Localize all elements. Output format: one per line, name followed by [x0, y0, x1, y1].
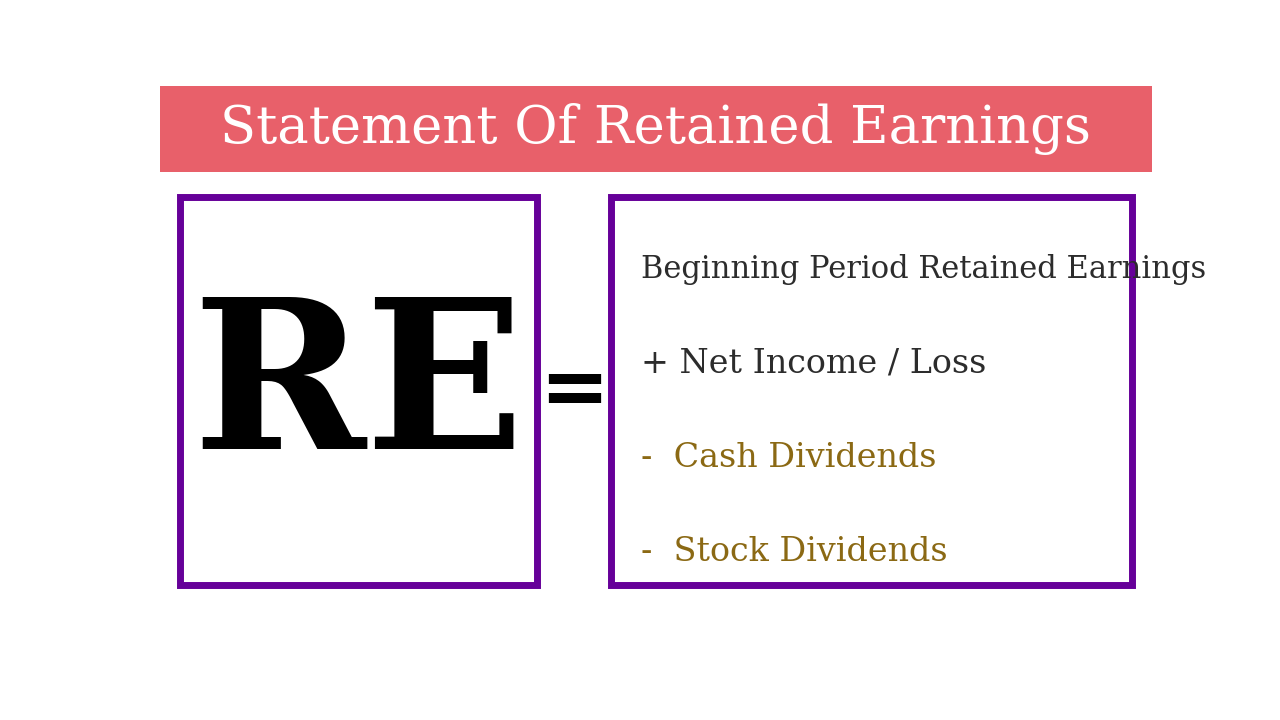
FancyBboxPatch shape	[160, 86, 1152, 172]
FancyBboxPatch shape	[179, 197, 538, 585]
Text: -  Stock Dividends: - Stock Dividends	[641, 536, 947, 568]
Text: =: =	[539, 351, 609, 432]
FancyBboxPatch shape	[612, 197, 1132, 585]
Text: + Net Income / Loss: + Net Income / Loss	[641, 348, 987, 379]
Text: RE: RE	[192, 291, 525, 492]
Text: -  Cash Dividends: - Cash Dividends	[641, 442, 937, 474]
Text: Beginning Period Retained Earnings: Beginning Period Retained Earnings	[641, 254, 1206, 285]
Text: Statement Of Retained Earnings: Statement Of Retained Earnings	[220, 104, 1092, 156]
